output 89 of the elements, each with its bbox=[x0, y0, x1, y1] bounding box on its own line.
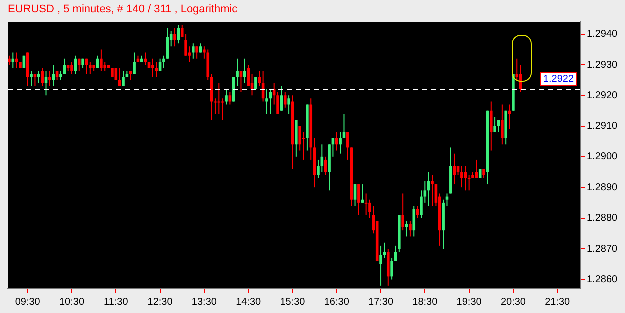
candlestick bbox=[52, 64, 56, 87]
candlestick bbox=[192, 43, 195, 60]
candlestick bbox=[497, 120, 500, 133]
candlestick bbox=[284, 92, 287, 108]
candlestick bbox=[409, 220, 412, 238]
candlestick bbox=[266, 88, 268, 114]
candlestick bbox=[494, 116, 496, 133]
candlestick bbox=[464, 166, 468, 192]
x-tick-label: 16:30 bbox=[324, 296, 350, 308]
candlestick bbox=[475, 159, 478, 179]
candlestick bbox=[490, 101, 493, 152]
candlestick bbox=[394, 245, 398, 262]
candlestick bbox=[225, 88, 228, 106]
candlestick bbox=[34, 74, 37, 87]
candlestick bbox=[41, 68, 44, 87]
candlestick bbox=[166, 28, 170, 60]
chart-title: EURUSD , 5 minutes, # 140 / 311 , Logarithmic bbox=[8, 4, 238, 16]
candlestick bbox=[280, 86, 284, 112]
x-tick-label: 11:30 bbox=[104, 296, 129, 308]
y-tick-label: 1.2920 bbox=[587, 90, 618, 102]
candlestick bbox=[390, 258, 394, 280]
candlestick bbox=[162, 55, 166, 69]
candlestick bbox=[56, 70, 59, 81]
y-tick-label: 1.2890 bbox=[587, 182, 618, 194]
candlestick bbox=[180, 24, 184, 38]
candlestick bbox=[240, 70, 243, 94]
candlestick bbox=[482, 168, 486, 179]
candlestick bbox=[364, 193, 368, 216]
candlestick bbox=[431, 174, 434, 207]
x-tick-label: 10:30 bbox=[59, 296, 85, 308]
candlestick bbox=[453, 153, 456, 186]
candlestick bbox=[412, 206, 416, 238]
candlestick bbox=[129, 70, 132, 81]
candlestick bbox=[155, 61, 158, 78]
candlestick bbox=[402, 193, 404, 232]
candlestick bbox=[218, 82, 221, 114]
x-tick-label: 12:30 bbox=[148, 296, 174, 308]
x-tick-label: 18:30 bbox=[412, 296, 438, 308]
candlestick bbox=[335, 132, 338, 152]
candlestick bbox=[247, 64, 250, 87]
candlestick bbox=[221, 98, 224, 121]
candlestick bbox=[244, 58, 246, 84]
candlestick bbox=[60, 70, 62, 81]
candlestick bbox=[478, 168, 482, 179]
candlestick bbox=[468, 174, 471, 192]
candlestick bbox=[133, 52, 136, 75]
candlestick bbox=[104, 61, 107, 72]
candlestick bbox=[298, 126, 302, 152]
x-tick-label: 15:30 bbox=[280, 296, 306, 308]
candlestick bbox=[38, 70, 40, 84]
x-tick-label: 13:30 bbox=[192, 296, 218, 308]
ref-line-label: 1.2922 bbox=[543, 74, 574, 86]
candlestick bbox=[152, 58, 154, 78]
candlestick bbox=[358, 184, 360, 216]
y-tick-label: 1.2900 bbox=[587, 152, 618, 163]
candlestick bbox=[196, 46, 198, 60]
y-tick-label: 1.2860 bbox=[587, 274, 618, 286]
candlestick bbox=[111, 68, 114, 78]
candlestick bbox=[354, 184, 357, 207]
x-tick-label: 19:30 bbox=[456, 296, 482, 308]
candlestick bbox=[78, 58, 81, 72]
candlestick bbox=[258, 70, 262, 87]
x-tick-label: 20:30 bbox=[500, 296, 526, 308]
candlestick bbox=[460, 166, 464, 188]
x-tick-label: 21:30 bbox=[545, 296, 571, 308]
candlestick bbox=[8, 55, 11, 66]
candlestick bbox=[339, 132, 342, 154]
y-tick-label: 1.2870 bbox=[587, 244, 618, 255]
candlestick bbox=[114, 68, 118, 81]
candlestick bbox=[100, 49, 103, 72]
y-tick-label: 1.2910 bbox=[587, 121, 618, 132]
candlestick bbox=[199, 43, 202, 54]
candlestick bbox=[380, 245, 382, 286]
candlestick bbox=[89, 61, 92, 75]
candlestick bbox=[174, 28, 176, 48]
y-tick-label: 1.2940 bbox=[587, 29, 618, 40]
candlestick bbox=[122, 70, 125, 87]
candlestick bbox=[361, 184, 364, 204]
x-tick-label: 17:30 bbox=[368, 296, 394, 308]
candlestick bbox=[288, 95, 290, 114]
y-tick-label: 1.2930 bbox=[587, 60, 618, 71]
candlestick bbox=[144, 52, 147, 66]
x-tick-label: 09:30 bbox=[15, 296, 41, 308]
candlestick bbox=[70, 61, 74, 75]
y-tick-label: 1.2880 bbox=[587, 213, 618, 224]
candlestick bbox=[48, 70, 52, 87]
x-tick-label: 14:30 bbox=[236, 296, 262, 308]
candlestick bbox=[30, 70, 33, 87]
candlestick bbox=[501, 104, 504, 146]
